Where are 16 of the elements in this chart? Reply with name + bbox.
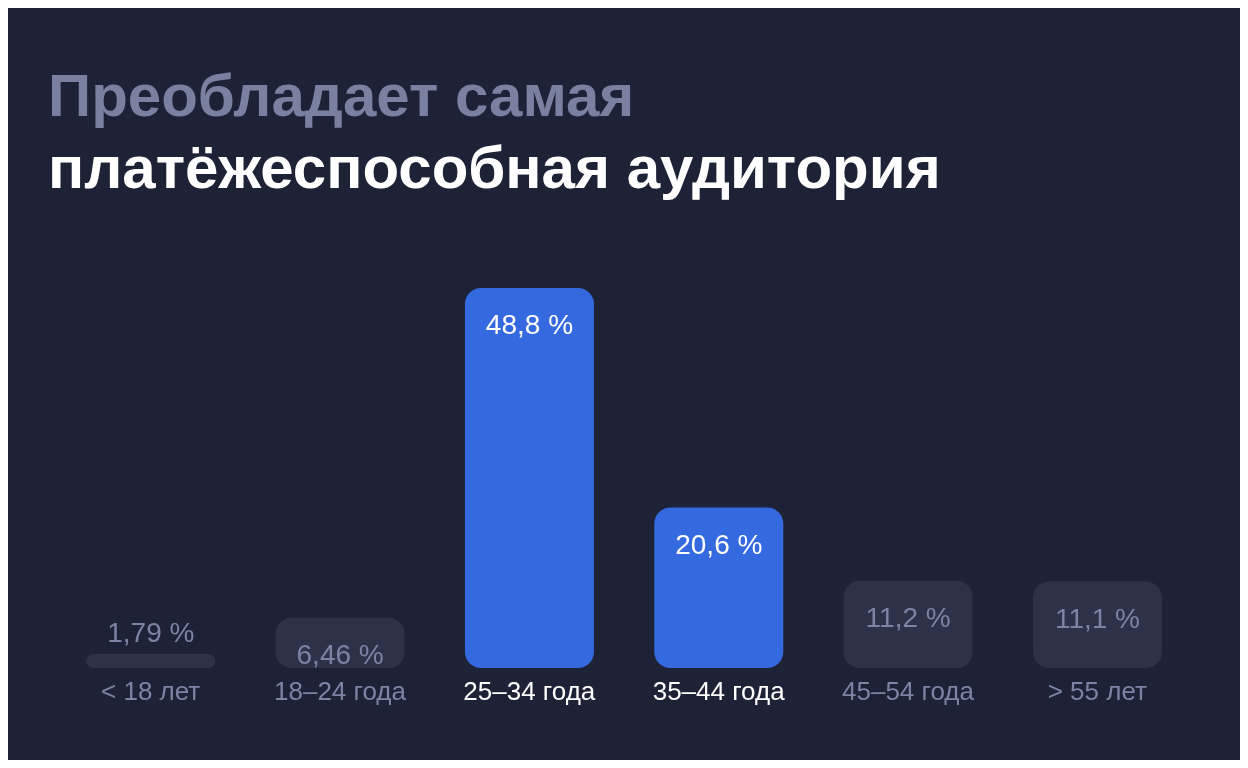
- x-tick-label: > 55 лет: [1047, 676, 1148, 706]
- x-tick-label: 18–24 года: [274, 676, 407, 706]
- bar: [654, 507, 784, 668]
- data-label: 20,6 %: [675, 528, 763, 560]
- data-label: 11,2 %: [865, 601, 951, 633]
- x-tick-label: 45–54 года: [842, 676, 975, 706]
- data-label: 48,8 %: [485, 309, 574, 340]
- x-tick-label: 35–44 года: [652, 676, 786, 706]
- chart-subtitle: платёжеспособная аудитория: [48, 133, 941, 203]
- data-label: 11,1 %: [1054, 602, 1141, 634]
- chart-title: Преобладает самая: [48, 61, 636, 131]
- data-label: 1,79 %: [107, 617, 195, 649]
- x-tick-label: < 18 лет: [101, 676, 201, 706]
- data-label: 6,46 %: [296, 638, 384, 670]
- x-tick-label: 25–34 года: [463, 676, 596, 706]
- bar: [464, 288, 594, 668]
